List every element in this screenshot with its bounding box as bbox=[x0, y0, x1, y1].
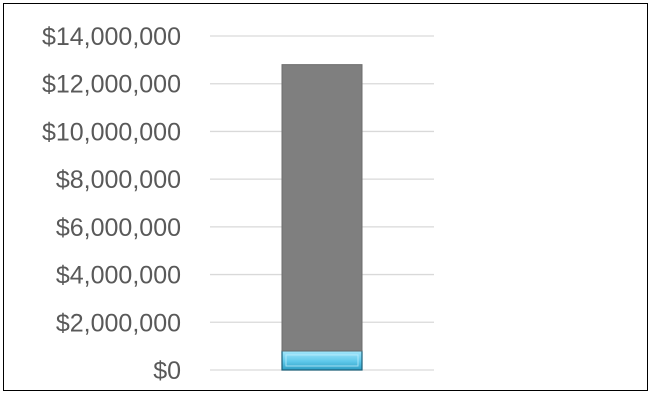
y-tick-label: $0 bbox=[153, 357, 181, 385]
bar-segment-bevel bbox=[285, 354, 359, 367]
bar-segment-cyan bbox=[281, 350, 363, 371]
y-tick-label: $14,000,000 bbox=[42, 23, 181, 51]
y-tick-label: $4,000,000 bbox=[56, 262, 181, 290]
y-tick-label: $10,000,000 bbox=[42, 118, 181, 146]
y-tick-label: $8,000,000 bbox=[56, 166, 181, 194]
y-axis-tick-labels: $0 $2,000,000 $4,000,000 $6,000,000 $8,000,0… bbox=[42, 23, 181, 385]
y-tick-label: $2,000,000 bbox=[56, 309, 181, 337]
y-tick-label: $6,000,000 bbox=[56, 214, 181, 242]
y-tick-label: $12,000,000 bbox=[42, 71, 181, 99]
bar-segment-gray bbox=[281, 64, 363, 352]
bars bbox=[281, 64, 363, 371]
